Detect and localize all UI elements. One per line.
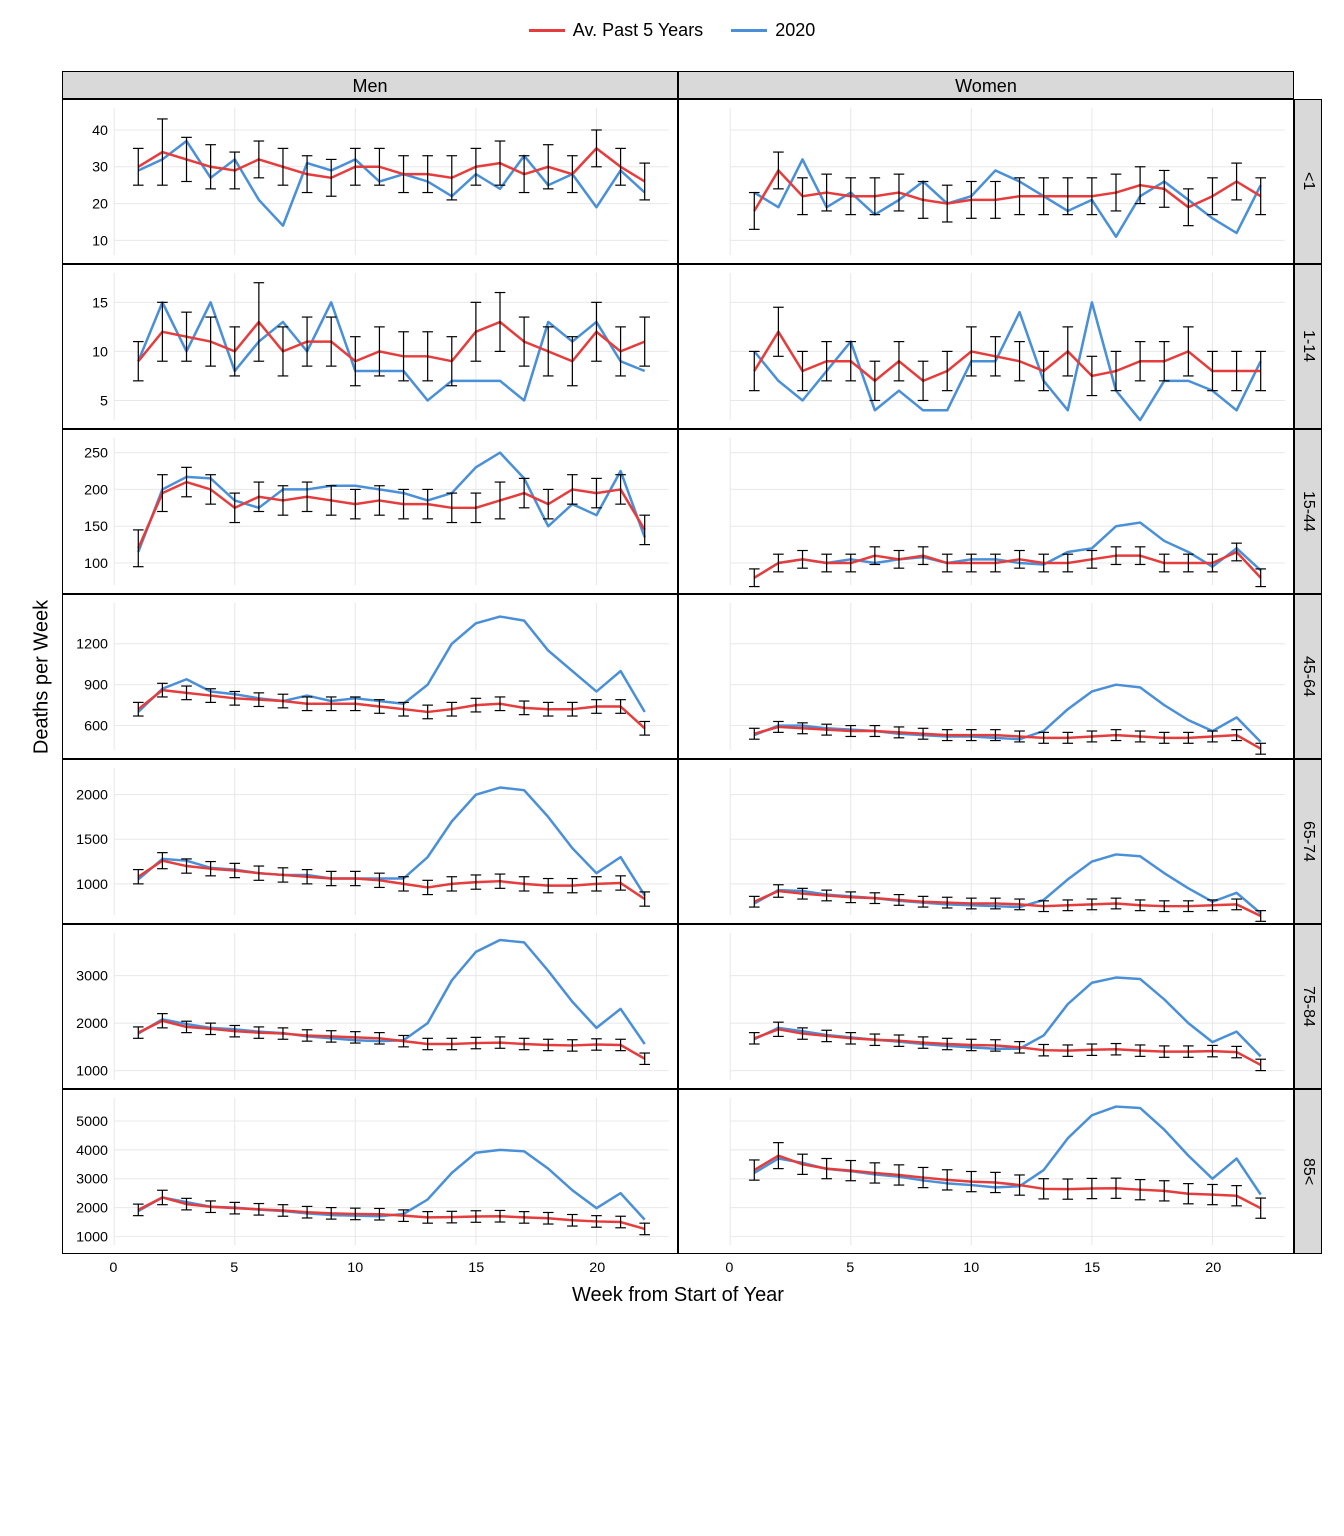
x-axis-label: Week from Start of Year (62, 1278, 1294, 1308)
panel: 1000 2000 3000 (62, 924, 678, 1089)
svg-text:5: 5 (846, 1260, 854, 1276)
spacer (1294, 71, 1322, 99)
svg-text:3000: 3000 (76, 1171, 108, 1187)
svg-text:150: 150 (84, 518, 108, 534)
panel (678, 594, 1294, 759)
x-ticks: 0 5 10 15 20 (62, 1254, 678, 1278)
legend: Av. Past 5 Years 2020 (22, 20, 1322, 41)
panel (678, 924, 1294, 1089)
svg-text:20: 20 (92, 196, 108, 212)
row-strip: 65-74 (1294, 759, 1322, 924)
svg-text:10: 10 (92, 233, 108, 249)
chart-container: Av. Past 5 Years 2020 Deaths per WeekMen… (22, 20, 1322, 1308)
panel: 600 900 1200 (62, 594, 678, 759)
svg-text:2000: 2000 (76, 1015, 108, 1031)
svg-text:900: 900 (84, 677, 108, 693)
svg-text:0: 0 (109, 1260, 117, 1276)
svg-text:15: 15 (1084, 1260, 1100, 1276)
panel: 5 10 15 (62, 264, 678, 429)
svg-text:40: 40 (92, 122, 108, 138)
panel: 100 150 200 250 (62, 429, 678, 594)
x-ticks: 0 5 10 15 20 (678, 1254, 1294, 1278)
svg-text:1000: 1000 (76, 1063, 108, 1079)
svg-text:100: 100 (84, 555, 108, 571)
svg-text:250: 250 (84, 445, 108, 461)
legend-swatch-avg (529, 29, 565, 32)
legend-swatch-2020 (731, 29, 767, 32)
panel: 1000 2000 3000 4000 5000 (62, 1089, 678, 1254)
legend-label-avg: Av. Past 5 Years (573, 20, 703, 41)
svg-text:10: 10 (963, 1260, 979, 1276)
panel (678, 429, 1294, 594)
col-header: Women (678, 71, 1294, 99)
svg-text:1000: 1000 (76, 876, 108, 892)
svg-text:1200: 1200 (76, 636, 108, 652)
svg-text:15: 15 (92, 295, 108, 311)
svg-text:15: 15 (468, 1260, 484, 1276)
row-strip: 85< (1294, 1089, 1322, 1254)
col-header: Men (62, 71, 678, 99)
svg-text:10: 10 (347, 1260, 363, 1276)
svg-text:20: 20 (589, 1260, 605, 1276)
svg-text:3000: 3000 (76, 968, 108, 984)
svg-text:0: 0 (725, 1260, 733, 1276)
panel: 10 20 30 40 (62, 99, 678, 264)
svg-text:2000: 2000 (76, 1200, 108, 1216)
legend-item-avg: Av. Past 5 Years (529, 20, 703, 41)
row-strip: 45-64 (1294, 594, 1322, 759)
panel (678, 759, 1294, 924)
svg-text:1000: 1000 (76, 1229, 108, 1245)
facet-grid: Deaths per Week MenWomen 10 20 30 40 <1 5 10 15 1-… (22, 71, 1322, 1308)
svg-text:2000: 2000 (76, 787, 108, 803)
svg-text:10: 10 (92, 344, 108, 360)
spacer (22, 71, 62, 99)
panel (678, 99, 1294, 264)
panel: 1000 1500 2000 (62, 759, 678, 924)
svg-text:30: 30 (92, 159, 108, 175)
svg-text:20: 20 (1205, 1260, 1221, 1276)
row-strip: 15-44 (1294, 429, 1322, 594)
svg-text:4000: 4000 (76, 1142, 108, 1158)
legend-item-2020: 2020 (731, 20, 815, 41)
svg-text:600: 600 (84, 718, 108, 734)
legend-label-2020: 2020 (775, 20, 815, 41)
row-strip: 1-14 (1294, 264, 1322, 429)
panel (678, 1089, 1294, 1254)
row-strip: <1 (1294, 99, 1322, 264)
panel (678, 264, 1294, 429)
y-axis-label-cell: Deaths per Week (22, 99, 62, 1254)
svg-text:5000: 5000 (76, 1113, 108, 1129)
svg-text:1500: 1500 (76, 831, 108, 847)
y-axis-label: Deaths per Week (31, 599, 54, 753)
row-strip: 75-84 (1294, 924, 1322, 1089)
svg-text:5: 5 (100, 393, 108, 409)
svg-text:5: 5 (230, 1260, 238, 1276)
svg-text:200: 200 (84, 482, 108, 498)
